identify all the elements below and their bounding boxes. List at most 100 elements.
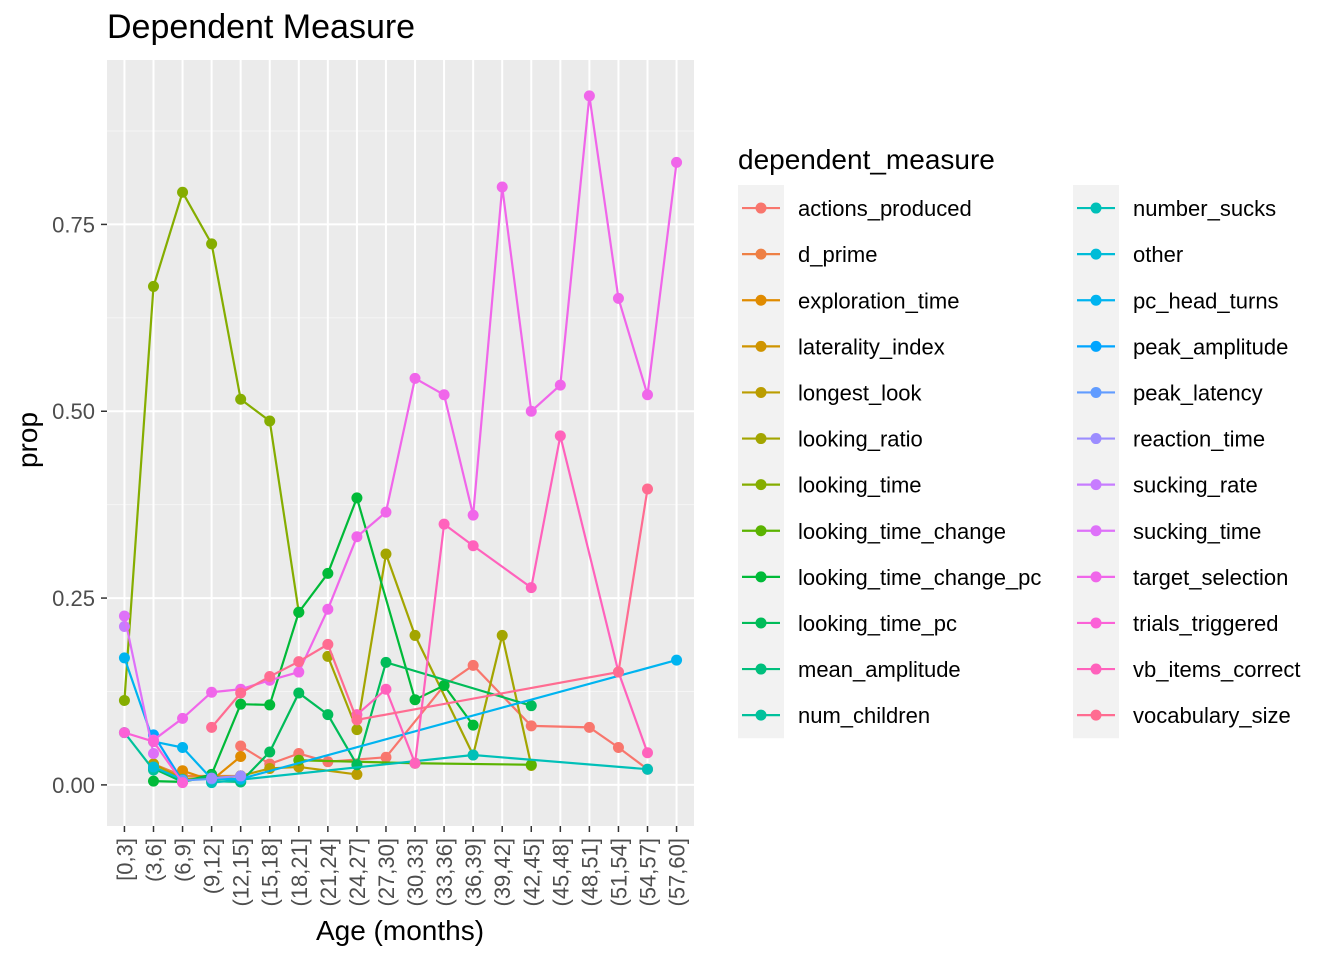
data-point	[351, 714, 363, 726]
series-line	[210, 488, 649, 729]
series-line	[211, 753, 648, 784]
data-point	[118, 652, 130, 664]
data-point	[177, 765, 189, 777]
x-axis-title: Age (months)	[316, 915, 484, 946]
legend-item: looking_time_change_pc	[742, 565, 1041, 590]
series-line	[123, 731, 155, 771]
data-point	[380, 506, 392, 518]
legend-item: pc_head_turns	[1077, 288, 1279, 313]
data-point	[671, 654, 683, 666]
data-point	[351, 492, 363, 504]
legend-key-background	[738, 185, 784, 739]
data-point	[467, 749, 479, 761]
x-tick-label: (15,18]	[258, 838, 283, 907]
legend-label: num_children	[798, 703, 930, 728]
chart-title: Dependent Measure	[107, 8, 415, 46]
legend-item: laterality_index	[742, 334, 945, 359]
data-point	[642, 483, 654, 495]
legend-item: num_children	[742, 703, 930, 728]
legend-key-point	[1090, 386, 1102, 398]
x-tick-label: (24,27]	[345, 838, 370, 907]
legend-label: longest_look	[798, 380, 923, 405]
y-axis-title: prop	[12, 412, 43, 468]
data-point	[177, 742, 189, 754]
data-point	[147, 761, 159, 773]
data-point	[467, 509, 479, 521]
x-tick-label: (57,60]	[665, 838, 690, 907]
legend-key-point	[1090, 571, 1102, 583]
data-point	[322, 603, 334, 615]
data-point	[525, 700, 537, 712]
legend-label: peak_latency	[1133, 380, 1263, 405]
legend-label: target_selection	[1133, 565, 1288, 590]
series-line	[123, 615, 155, 754]
data-point	[235, 770, 247, 782]
legend-title: dependent_measure	[738, 144, 995, 175]
data-point	[525, 720, 537, 732]
legend-key-point	[755, 709, 767, 721]
y-axis: 0.00 0.25 0.50 0.75	[52, 212, 107, 798]
legend-item: looking_ratio	[742, 427, 923, 452]
data-point	[147, 748, 159, 760]
data-point	[264, 671, 276, 683]
legend-item: vb_items_correct	[1077, 657, 1301, 682]
data-point	[612, 666, 624, 678]
y-tick-label: 0.50	[52, 399, 95, 424]
series-vocabulary_size	[206, 483, 654, 733]
legend-key-point	[755, 386, 767, 398]
data-point	[467, 719, 479, 731]
x-tick-label: (33,36]	[432, 838, 457, 907]
x-tick-label: (3,6]	[141, 838, 166, 882]
data-point	[496, 181, 508, 193]
legend-label: exploration_time	[798, 288, 959, 313]
x-tick-label: (6,9]	[171, 838, 196, 882]
legend-key-point	[755, 340, 767, 352]
legend-item: actions_produced	[742, 196, 972, 221]
data-point	[554, 430, 566, 442]
legend-label: mean_amplitude	[798, 657, 961, 682]
legend-label: vocabulary_size	[1133, 703, 1291, 728]
data-point	[293, 666, 305, 678]
data-point	[177, 777, 189, 789]
legend-key-point	[1090, 479, 1102, 491]
data-point	[671, 156, 683, 168]
legend-key-point	[1090, 294, 1102, 306]
legend-key-point	[755, 294, 767, 306]
data-point	[235, 750, 247, 762]
data-point	[264, 415, 276, 427]
legend-item: other	[1077, 242, 1183, 267]
series-layer	[118, 90, 683, 789]
data-point	[322, 709, 334, 721]
legend-item: longest_look	[742, 380, 923, 405]
legend-key-point	[755, 571, 767, 583]
legend-label: d_prime	[798, 242, 877, 267]
x-tick-label: (45,48]	[548, 838, 573, 907]
data-point	[642, 389, 654, 401]
data-point	[177, 712, 189, 724]
x-tick-label: (42,45]	[519, 838, 544, 907]
data-point	[525, 582, 537, 594]
legend-item: target_selection	[1077, 565, 1288, 590]
data-point	[235, 393, 247, 405]
data-point	[380, 751, 392, 763]
legend-label: number_sucks	[1133, 196, 1276, 221]
data-point	[264, 746, 276, 758]
data-point	[409, 757, 421, 769]
legend-key-point	[755, 433, 767, 445]
data-point	[583, 90, 595, 102]
legend-item: reaction_time	[1077, 427, 1265, 452]
legend-key-point	[755, 248, 767, 260]
x-tick-label: (51,54]	[606, 838, 631, 907]
data-point	[293, 687, 305, 699]
legend-label: actions_produced	[798, 196, 972, 221]
legend-key-point	[1090, 248, 1102, 260]
legend-label: sucking_time	[1133, 519, 1261, 544]
legend-item: exploration_time	[742, 288, 959, 313]
x-tick-label: (30,33]	[403, 838, 428, 907]
legend-item: number_sucks	[1077, 196, 1276, 221]
series-sucking_time	[118, 610, 159, 760]
x-tick-label: (12,15]	[229, 838, 254, 907]
legend-label: looking_time_change_pc	[798, 565, 1041, 590]
data-point	[409, 694, 421, 706]
legend-key-point	[755, 479, 767, 491]
